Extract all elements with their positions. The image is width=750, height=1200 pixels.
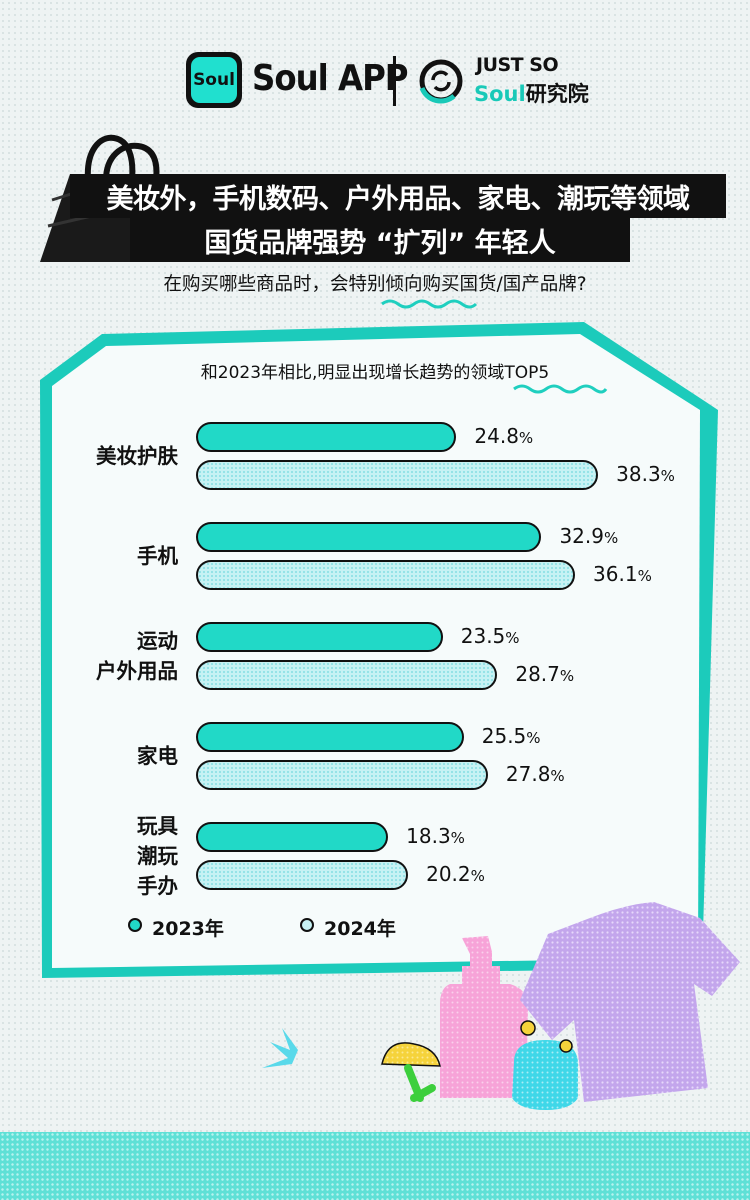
bar-2024年	[196, 560, 576, 590]
value-number: 32.9	[559, 524, 604, 548]
headline-line-2: 国货品牌强势 “扩列” 年轻人	[204, 227, 556, 259]
value-unit: %	[660, 467, 675, 485]
value-unit: %	[550, 767, 565, 785]
legend-label: 2023年	[152, 918, 224, 940]
soul-icon-text: Soul	[191, 57, 237, 103]
value-label: 23.5%	[461, 624, 520, 648]
value-unit: %	[637, 567, 652, 585]
cushion-icon	[512, 1020, 578, 1110]
value-number: 38.3	[616, 462, 661, 486]
headline: 美妆外，手机数码、户外用品、家电、潮玩等领域 国货品牌强势 “扩列” 年轻人	[52, 170, 726, 266]
category-label-line: 美妆护肤	[96, 444, 178, 468]
value-number: 24.8	[474, 424, 519, 448]
category-label: 手机	[40, 541, 178, 571]
legend-label: 2024年	[324, 918, 396, 940]
value-unit: %	[603, 529, 619, 547]
category-label-line: 户外用品	[96, 659, 178, 683]
bar-2023年	[196, 622, 443, 652]
value-unit: %	[470, 867, 485, 885]
value-label: 24.8%	[474, 424, 533, 448]
soul-app-icon: Soul	[186, 52, 242, 108]
category-label: 玩具 潮玩 手办	[40, 811, 178, 901]
value-label: 36.1%	[593, 562, 652, 586]
category-label-line: 家电	[137, 744, 178, 768]
bar-2024年	[196, 660, 498, 690]
value-number: 18.3	[406, 824, 451, 848]
bar-2023年	[196, 722, 464, 752]
bar-2023年	[196, 822, 389, 852]
value-unit: %	[559, 667, 575, 685]
value-number: 27.8	[505, 762, 551, 786]
value-number: 23.5	[460, 624, 506, 648]
sparkle-icon	[262, 1028, 298, 1068]
category-label-line: 潮玩	[137, 844, 178, 868]
t-shirt-icon	[520, 902, 740, 1102]
category-label: 家电	[40, 741, 178, 771]
value-unit: %	[526, 729, 541, 747]
value-label: 28.7%	[515, 662, 574, 686]
headline-background-2	[130, 218, 630, 262]
value-unit: %	[518, 429, 534, 447]
category-label-line: 玩具	[137, 814, 178, 838]
category-label-line: 运动	[137, 629, 178, 653]
header-logos: Soul Soul APP JUST SO Soul研究院	[0, 52, 750, 112]
value-unit: %	[505, 629, 520, 647]
value-label: 18.3%	[406, 824, 465, 848]
survey-question: 在购买哪些商品时，会特别倾向购买国货/国产品牌?	[163, 274, 587, 295]
partner-name: JUST SO	[476, 54, 559, 76]
category-label-line: 手机	[137, 544, 178, 568]
value-label: 38.3%	[616, 462, 675, 486]
brand-name: Soul APP	[252, 58, 409, 99]
headline-background-1	[70, 174, 726, 218]
title-wave-underline	[513, 384, 608, 394]
headline-line-1: 美妆外，手机数码、户外用品、家电、潮玩等领域	[106, 183, 691, 215]
value-number: 36.1	[593, 562, 638, 586]
value-number: 25.5	[481, 724, 527, 748]
value-label: 27.8%	[506, 762, 565, 786]
value-label: 32.9%	[559, 524, 618, 548]
lotion-bottle-icon	[440, 936, 529, 1098]
category-label: 美妆护肤	[40, 441, 178, 471]
bar-2023年	[196, 522, 542, 552]
category-label: 运动户外用品	[40, 626, 178, 686]
bar-2023年	[196, 422, 457, 452]
partner-institute: Soul研究院	[474, 78, 589, 108]
justso-logo-icon	[419, 59, 463, 104]
partner-inst: 研究院	[525, 82, 589, 106]
logo-divider	[393, 56, 396, 106]
value-number: 28.7	[515, 662, 560, 686]
bar-2024年	[196, 460, 599, 490]
question-wave-underline	[381, 299, 478, 309]
value-label: 25.5%	[482, 724, 541, 748]
legend-dot	[128, 918, 142, 932]
value-unit: %	[450, 829, 465, 847]
legend-dot	[300, 918, 314, 932]
value-label: 20.2%	[426, 862, 485, 886]
mushroom-icon	[381, 1042, 441, 1102]
value-number: 20.2	[426, 862, 471, 886]
chart-title: 和2023年相比,明显出现增长趋势的领域TOP5	[200, 363, 550, 383]
bar-2024年	[196, 860, 409, 890]
footer-band	[0, 1132, 750, 1200]
partner-soul: Soul	[474, 82, 526, 106]
category-label-line: 手办	[137, 874, 178, 898]
bar-2024年	[196, 760, 488, 790]
